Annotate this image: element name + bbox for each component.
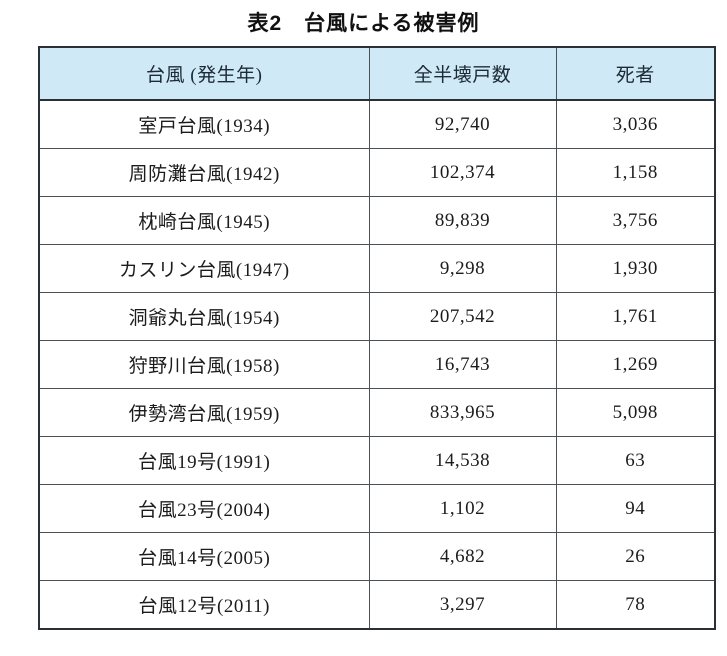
table-row: カスリン台風(1947) 9,298 1,930 (38, 244, 716, 293)
table-row: 台風19号(1991) 14,538 63 (38, 436, 716, 485)
typhoon-name-cell: 周防灘台風(1942) (38, 148, 370, 197)
table-row: 周防灘台風(1942) 102,374 1,158 (38, 148, 716, 197)
table-row: 台風14号(2005) 4,682 26 (38, 532, 716, 581)
table-row: 伊勢湾台風(1959) 833,965 5,098 (38, 388, 716, 437)
deaths-cell: 26 (555, 532, 716, 581)
houses-cell: 1,102 (368, 484, 557, 533)
column-header-deaths: 死者 (555, 46, 716, 101)
houses-cell: 207,542 (368, 292, 557, 341)
houses-cell: 92,740 (368, 99, 557, 149)
typhoon-name-cell: 枕崎台風(1945) (38, 196, 370, 245)
table-header-row: 台風 (発生年) 全半壊戸数 死者 (38, 46, 716, 101)
typhoon-damage-table: 台風 (発生年) 全半壊戸数 死者 室戸台風(1934) 92,740 3,03… (38, 46, 716, 630)
table-row: 室戸台風(1934) 92,740 3,036 (38, 99, 716, 149)
table-caption: 表2 台風による被害例 (247, 12, 480, 35)
table-row: 狩野川台風(1958) 16,743 1,269 (38, 340, 716, 389)
typhoon-name-cell: 伊勢湾台風(1959) (38, 388, 370, 437)
deaths-cell: 1,761 (555, 292, 716, 341)
houses-cell: 833,965 (368, 388, 557, 437)
deaths-cell: 94 (555, 484, 716, 533)
deaths-cell: 63 (555, 436, 716, 485)
typhoon-name-cell: 室戸台風(1934) (38, 99, 370, 149)
typhoon-name-cell: 狩野川台風(1958) (38, 340, 370, 389)
typhoon-name-cell: 台風14号(2005) (38, 532, 370, 581)
typhoon-name-cell: 台風19号(1991) (38, 436, 370, 485)
houses-cell: 89,839 (368, 196, 557, 245)
houses-cell: 9,298 (368, 244, 557, 293)
houses-cell: 4,682 (368, 532, 557, 581)
typhoon-name-cell: 台風12号(2011) (38, 580, 370, 630)
table-row: 台風23号(2004) 1,102 94 (38, 484, 716, 533)
typhoon-name-cell: カスリン台風(1947) (38, 244, 370, 293)
deaths-cell: 3,756 (555, 196, 716, 245)
table-row: 枕崎台風(1945) 89,839 3,756 (38, 196, 716, 245)
column-header-typhoon: 台風 (発生年) (38, 46, 370, 101)
deaths-cell: 5,098 (555, 388, 716, 437)
houses-cell: 14,538 (368, 436, 557, 485)
typhoon-name-cell: 台風23号(2004) (38, 484, 370, 533)
deaths-cell: 1,930 (555, 244, 716, 293)
deaths-cell: 3,036 (555, 99, 716, 149)
typhoon-name-cell: 洞爺丸台風(1954) (38, 292, 370, 341)
houses-cell: 102,374 (368, 148, 557, 197)
column-header-houses: 全半壊戸数 (368, 46, 557, 101)
deaths-cell: 1,269 (555, 340, 716, 389)
table-row: 台風12号(2011) 3,297 78 (38, 580, 716, 630)
houses-cell: 16,743 (368, 340, 557, 389)
deaths-cell: 1,158 (555, 148, 716, 197)
deaths-cell: 78 (555, 580, 716, 630)
houses-cell: 3,297 (368, 580, 557, 630)
table-row: 洞爺丸台風(1954) 207,542 1,761 (38, 292, 716, 341)
